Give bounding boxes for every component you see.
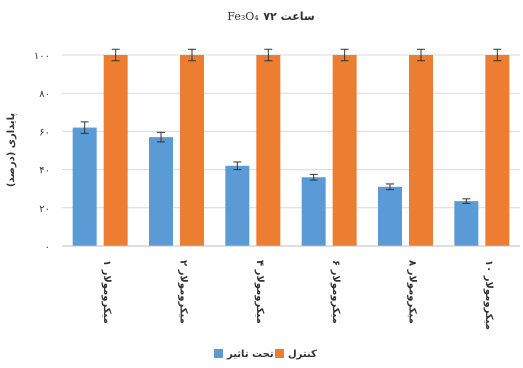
bar-treated-1 bbox=[72, 127, 97, 246]
legend: تحت تاثیر کنترل bbox=[214, 349, 317, 360]
error-bars bbox=[80, 48, 502, 204]
bar-control-1 bbox=[103, 55, 128, 246]
chart-title-formula: Fe₃O₄ bbox=[227, 10, 259, 23]
bars bbox=[72, 55, 510, 246]
error-bar-treated-6 bbox=[462, 198, 471, 204]
y-tick-label-20: ۲۰ bbox=[39, 204, 50, 215]
legend-swatch-treated bbox=[214, 349, 223, 358]
y-tick-label-40: ۴۰ bbox=[39, 166, 50, 177]
bar-treated-3 bbox=[225, 165, 250, 246]
bar-treated-2 bbox=[149, 137, 173, 246]
legend-swatch-control bbox=[275, 349, 284, 358]
bar-treated-5 bbox=[378, 186, 402, 246]
bar-control-2 bbox=[180, 55, 204, 246]
error-bar-control-3 bbox=[264, 48, 273, 62]
bar-treated-6 bbox=[454, 201, 479, 246]
bar-control-3 bbox=[256, 55, 281, 246]
error-bar-control-1 bbox=[111, 48, 120, 62]
error-bar-control-2 bbox=[188, 48, 196, 62]
error-bar-treated-5 bbox=[386, 183, 394, 191]
error-bar-control-6 bbox=[493, 48, 502, 62]
error-bar-treated-4 bbox=[309, 173, 318, 181]
y-tick-label-60: ۶۰ bbox=[39, 127, 50, 138]
error-bar-treated-3 bbox=[233, 161, 242, 171]
error-bar-treated-1 bbox=[80, 121, 89, 134]
chart-title-text: ۷۲ ساعت bbox=[263, 10, 314, 23]
chart-title: Fe₃O₄ ۷۲ ساعت bbox=[227, 10, 314, 23]
category-label-4: ۶ میکرومولار bbox=[330, 260, 341, 324]
category-label-6: ۱۰ میکرومولار bbox=[483, 260, 494, 330]
legend-label-treated: تحت تاثیر bbox=[226, 349, 274, 360]
category-label-2: ۲ میکرومولار bbox=[178, 260, 189, 324]
category-labels: ۱ میکرومولار ۲ میکرومولار ۴ میکرومولار ۶ می… bbox=[101, 260, 494, 330]
category-label-5: ۸ میکرومولار bbox=[407, 260, 418, 324]
error-bar-control-4 bbox=[340, 48, 349, 62]
category-label-3: ۴ میکرومولار bbox=[254, 260, 265, 324]
y-axis-label: پایداری (درصد) bbox=[6, 113, 17, 188]
bar-control-4 bbox=[332, 55, 357, 246]
error-bar-treated-2 bbox=[157, 131, 165, 143]
category-label-1: ۱ میکرومولار bbox=[101, 260, 112, 324]
y-tick-labels: ۰ ۲۰ ۴۰ ۶۰ ۸۰ ۱۰۰ bbox=[34, 51, 50, 253]
error-bar-control-5 bbox=[417, 48, 425, 62]
bar-control-6 bbox=[485, 55, 510, 246]
y-tick-label-80: ۸۰ bbox=[39, 89, 50, 100]
y-tick-label-0: ۰ bbox=[45, 242, 50, 253]
bar-treated-4 bbox=[301, 177, 326, 246]
bar-control-5 bbox=[409, 55, 433, 246]
legend-label-control: کنترل bbox=[288, 349, 317, 360]
gridlines bbox=[62, 54, 520, 209]
y-tick-label-100: ۱۰۰ bbox=[34, 51, 50, 62]
